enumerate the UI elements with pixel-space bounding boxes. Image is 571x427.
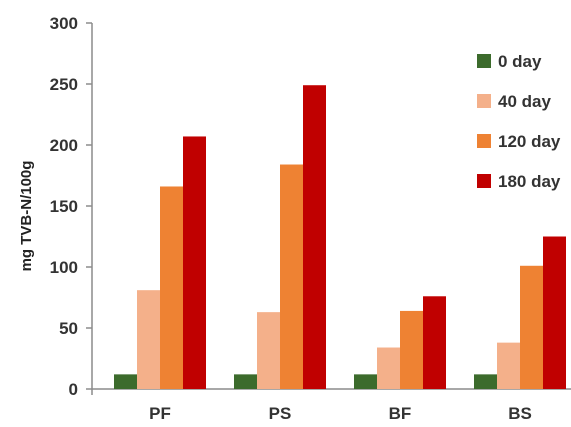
legend-swatch <box>477 54 491 68</box>
legend-swatch <box>477 94 491 108</box>
x-axis: PF PS BF BS <box>92 388 571 423</box>
legend-label: 0 day <box>498 52 542 71</box>
y-axis-title: mg TVB-N/100g <box>18 161 35 272</box>
y-tick-label: 250 <box>50 75 78 94</box>
bar <box>423 296 446 389</box>
bar <box>280 164 303 389</box>
bar <box>400 310 423 389</box>
legend-swatch <box>477 134 491 148</box>
y-tick-label: 150 <box>50 197 78 216</box>
bar <box>354 374 377 389</box>
bar <box>303 85 326 389</box>
bar <box>474 374 497 389</box>
bar <box>377 347 400 389</box>
legend-label: 40 day <box>498 92 551 111</box>
legend-label: 180 day <box>498 172 561 191</box>
legend: 0 day 40 day 120 day 180 day <box>477 52 561 191</box>
y-tick-label: 0 <box>69 380 78 399</box>
y-tick-label: 200 <box>50 136 78 155</box>
x-tick-label: PF <box>149 404 171 423</box>
y-tick-label: 50 <box>59 319 78 338</box>
bar <box>497 342 520 389</box>
y-tick-label: 300 <box>50 14 78 33</box>
bar <box>160 186 183 389</box>
x-tick-label: BS <box>508 404 532 423</box>
bar <box>183 136 206 389</box>
x-tick-label: BF <box>389 404 412 423</box>
bar <box>520 265 543 389</box>
legend-label: 120 day <box>498 132 561 151</box>
bar <box>543 236 566 389</box>
bars <box>114 85 566 389</box>
y-axis: 0 50 100 150 200 250 300 <box>50 14 93 399</box>
bar <box>137 290 160 389</box>
bar <box>257 312 280 389</box>
legend-swatch <box>477 174 491 188</box>
bar <box>114 374 137 389</box>
x-tick-label: PS <box>269 404 292 423</box>
y-tick-label: 100 <box>50 258 78 277</box>
bar <box>234 374 257 389</box>
